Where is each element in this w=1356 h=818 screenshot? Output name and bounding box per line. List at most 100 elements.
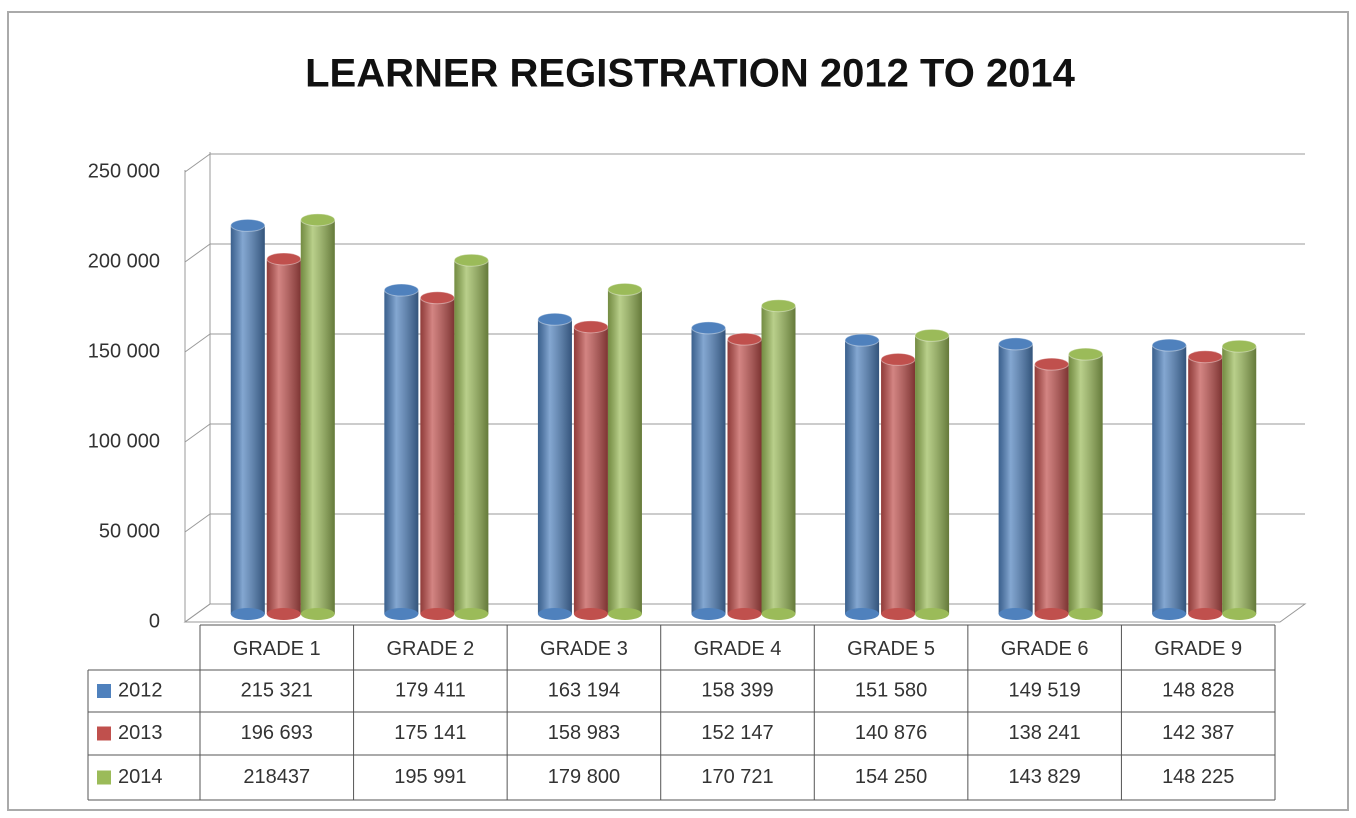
bar-shade bbox=[1188, 356, 1223, 614]
bar-shade bbox=[230, 225, 265, 615]
bar-shade bbox=[845, 340, 880, 614]
bar-bottom bbox=[573, 608, 608, 620]
table-value: 218437 bbox=[243, 766, 310, 788]
bar-shade bbox=[1152, 345, 1187, 614]
chart-frame bbox=[7, 11, 1349, 811]
y-tick-label: 150 000 bbox=[88, 340, 160, 362]
table-value: 158 399 bbox=[701, 679, 773, 701]
grid-line bbox=[184, 333, 211, 353]
bar-bottom bbox=[266, 608, 301, 620]
bar-top bbox=[537, 312, 573, 326]
table-value: 179 800 bbox=[548, 766, 620, 788]
grid-line bbox=[184, 423, 211, 443]
bar-shade bbox=[881, 359, 916, 614]
bar-shade bbox=[420, 297, 455, 614]
table-value: 158 983 bbox=[548, 722, 620, 744]
bar-bottom bbox=[607, 608, 642, 620]
bar-shade bbox=[691, 327, 726, 614]
bar-shade bbox=[727, 339, 762, 614]
table-value: 215 321 bbox=[241, 679, 313, 701]
bar-bottom bbox=[761, 608, 796, 620]
bar-bottom bbox=[420, 608, 455, 620]
bar-bottom bbox=[1152, 608, 1187, 620]
bar-bottom bbox=[1188, 608, 1223, 620]
bar-top bbox=[230, 218, 266, 232]
bar-top bbox=[607, 282, 643, 296]
legend-swatch bbox=[97, 726, 111, 741]
bar-bottom bbox=[998, 608, 1033, 620]
table-value: 143 829 bbox=[1008, 766, 1080, 788]
bar-top bbox=[998, 337, 1034, 351]
bar-bottom bbox=[1068, 608, 1103, 620]
table-value: 170 721 bbox=[701, 766, 773, 788]
bar-bottom bbox=[230, 608, 265, 620]
table-value: 148 225 bbox=[1162, 766, 1234, 788]
bar-shade bbox=[1034, 364, 1069, 614]
bar-top bbox=[300, 213, 336, 227]
bar-bottom bbox=[915, 608, 950, 620]
x-tick-label: GRADE 6 bbox=[1001, 638, 1089, 660]
bar-shade bbox=[607, 289, 642, 614]
bar-bottom bbox=[727, 608, 762, 620]
grid-line bbox=[184, 513, 211, 533]
table-value: 148 828 bbox=[1162, 679, 1234, 701]
table-value: 140 876 bbox=[855, 722, 927, 744]
legend-swatch bbox=[97, 770, 111, 785]
bar-bottom bbox=[881, 608, 916, 620]
x-tick-label: GRADE 1 bbox=[233, 638, 321, 660]
legend-label: 2014 bbox=[118, 766, 163, 788]
bar-top bbox=[1221, 339, 1257, 353]
legend-label: 2012 bbox=[118, 679, 163, 701]
x-tick-label: GRADE 4 bbox=[694, 638, 782, 660]
bar-bottom bbox=[384, 608, 419, 620]
table-value: 154 250 bbox=[855, 766, 927, 788]
bar-shade bbox=[915, 335, 950, 614]
y-tick-label: 0 bbox=[149, 610, 160, 632]
y-tick-label: 200 000 bbox=[88, 250, 160, 272]
grid-line bbox=[184, 243, 211, 263]
bar-shade bbox=[761, 305, 796, 614]
bar-top bbox=[383, 283, 419, 297]
grid-line bbox=[184, 153, 211, 173]
bar-shade bbox=[454, 260, 489, 614]
table-value: 175 141 bbox=[394, 722, 466, 744]
table-value: 151 580 bbox=[855, 679, 927, 701]
bar-top bbox=[1151, 338, 1187, 352]
bar-top bbox=[914, 328, 950, 342]
bar-top bbox=[727, 332, 762, 346]
grid-line bbox=[184, 603, 211, 623]
y-tick-label: 100 000 bbox=[88, 430, 160, 452]
x-tick-label: GRADE 5 bbox=[847, 638, 935, 660]
table-value: 179 411 bbox=[395, 679, 466, 701]
bar-bottom bbox=[1222, 608, 1257, 620]
bar-top bbox=[1034, 357, 1070, 371]
bar-shade bbox=[998, 343, 1033, 614]
bar-bottom bbox=[1034, 608, 1069, 620]
bar-top bbox=[761, 299, 796, 313]
table-value: 152 147 bbox=[701, 722, 773, 744]
legend-swatch bbox=[97, 684, 111, 698]
bar-top bbox=[1187, 350, 1223, 364]
bar-shade bbox=[573, 326, 608, 614]
table-value: 195 991 bbox=[394, 766, 466, 788]
bar-top bbox=[266, 252, 302, 266]
x-tick-label: GRADE 3 bbox=[540, 638, 628, 660]
bar-bottom bbox=[845, 608, 880, 620]
bar-shade bbox=[300, 219, 335, 614]
bar-shade bbox=[537, 319, 572, 614]
table-value: 149 519 bbox=[1008, 679, 1080, 701]
bar-top bbox=[880, 352, 916, 366]
bar-top bbox=[691, 321, 726, 335]
bar-top bbox=[844, 333, 880, 347]
table-value: 163 194 bbox=[548, 679, 620, 701]
bar-shade bbox=[384, 290, 419, 614]
chart-title: LEARNER REGISTRATION 2012 TO 2014 bbox=[305, 52, 1076, 96]
bar-top bbox=[1068, 347, 1104, 361]
x-tick-label: GRADE 9 bbox=[1154, 638, 1242, 660]
bar-top bbox=[453, 253, 489, 267]
bar-bottom bbox=[691, 608, 726, 620]
bar-bottom bbox=[454, 608, 489, 620]
bar-top bbox=[419, 291, 455, 305]
